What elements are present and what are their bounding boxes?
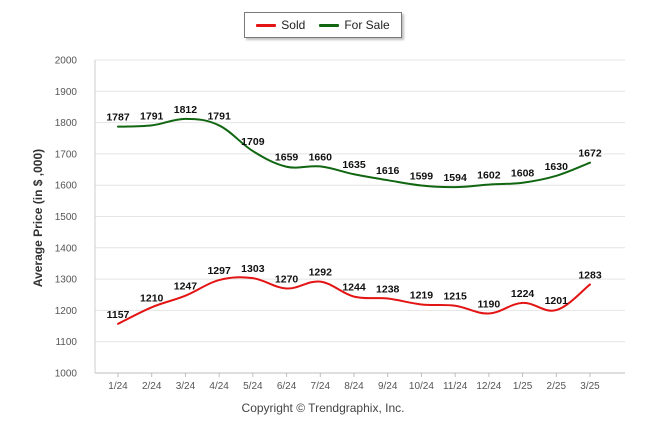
data-label-for-sale: 1787 — [106, 112, 130, 124]
x-tick-label: 3/24 — [176, 381, 196, 392]
data-label-for-sale: 1791 — [140, 110, 164, 122]
legend-swatch-for-sale — [319, 23, 340, 27]
y-tick-label: 1200 — [55, 306, 78, 317]
y-tick-label: 1400 — [55, 243, 78, 254]
legend[interactable]: Sold For Sale — [244, 12, 402, 38]
data-label-sold: 1297 — [207, 265, 231, 277]
x-tick-label: 6/24 — [277, 381, 297, 392]
data-label-sold: 1283 — [578, 269, 602, 281]
y-tick-label: 1900 — [55, 87, 78, 98]
x-tick-label: 11/24 — [443, 381, 468, 392]
x-tick-label: 2/24 — [142, 381, 162, 392]
x-tick-label: 4/24 — [209, 381, 229, 392]
data-label-sold: 1201 — [545, 295, 569, 307]
data-label-sold: 1244 — [342, 282, 366, 294]
data-label-for-sale: 1594 — [443, 172, 467, 184]
y-tick-label: 1100 — [55, 337, 77, 348]
axes: 1000 1100 1200 1300 1400 1500 1600 1700 1800 1900… — [55, 56, 600, 393]
x-tick-label: 1/24 — [108, 381, 128, 392]
x-tick-label: 9/24 — [378, 381, 398, 392]
data-label-sold: 1270 — [275, 273, 299, 285]
data-label-for-sale: 1709 — [241, 136, 265, 148]
copyright-footer: Copyright © Trendgraphix, Inc. — [241, 401, 405, 415]
y-axis-title: Average Price (in $ ,000) — [31, 149, 45, 287]
x-tick-label: 8/24 — [344, 381, 364, 392]
data-label-sold: 1219 — [410, 289, 434, 301]
legend-item-sold[interactable]: Sold — [256, 18, 305, 32]
data-label-for-sale: 1608 — [511, 168, 535, 180]
data-label-for-sale: 1602 — [477, 170, 501, 182]
x-tick-label: 1/25 — [513, 381, 533, 392]
y-tick-label: 1800 — [55, 118, 78, 129]
data-label-sold: 1247 — [174, 281, 198, 293]
data-labels: 1157 1210 1247 1297 1303 1270 1292 1244 1238 1219… — [106, 104, 602, 321]
legend-label-sold: Sold — [281, 18, 306, 32]
data-label-for-sale: 1791 — [207, 110, 231, 122]
x-tick-label: 10/24 — [409, 381, 434, 392]
data-label-for-sale: 1630 — [545, 161, 569, 173]
x-tick-label: 12/24 — [476, 381, 501, 392]
data-label-sold: 1190 — [477, 299, 500, 311]
gridlines — [95, 59, 625, 374]
x-tick-label: 7/24 — [311, 381, 331, 392]
data-label-for-sale: 1812 — [174, 104, 198, 116]
data-label-for-sale: 1672 — [578, 148, 602, 160]
legend-swatch-sold — [256, 23, 277, 27]
data-label-sold: 1210 — [140, 292, 164, 304]
data-label-sold: 1157 — [107, 309, 130, 321]
data-label-sold: 1303 — [241, 263, 265, 275]
data-label-sold: 1238 — [376, 284, 400, 296]
y-tick-label: 1300 — [55, 275, 78, 286]
legend-item-for-sale[interactable]: For Sale — [319, 18, 390, 32]
data-label-for-sale: 1635 — [342, 159, 366, 171]
y-tick-label: 1500 — [55, 212, 78, 223]
data-label-sold: 1224 — [511, 288, 535, 300]
data-label-for-sale: 1599 — [410, 171, 434, 183]
x-tick-label: 5/24 — [243, 381, 263, 392]
data-label-for-sale: 1616 — [376, 165, 400, 177]
data-label-sold: 1215 — [443, 291, 467, 303]
series-lines — [117, 117, 591, 325]
y-tick-label: 1000 — [55, 369, 78, 380]
legend-label-for-sale: For Sale — [344, 18, 390, 32]
series-line-for-sale — [117, 117, 591, 189]
y-tick-label: 1700 — [55, 149, 78, 160]
y-tick-label: 1600 — [55, 181, 78, 192]
y-tick-label: 2000 — [55, 56, 78, 67]
data-label-sold: 1292 — [309, 267, 333, 279]
x-tick-label: 2/25 — [547, 381, 567, 392]
data-label-for-sale: 1660 — [309, 151, 333, 163]
x-tick-label: 3/25 — [580, 381, 600, 392]
data-label-for-sale: 1659 — [275, 152, 299, 164]
series-line-sold — [117, 276, 591, 325]
